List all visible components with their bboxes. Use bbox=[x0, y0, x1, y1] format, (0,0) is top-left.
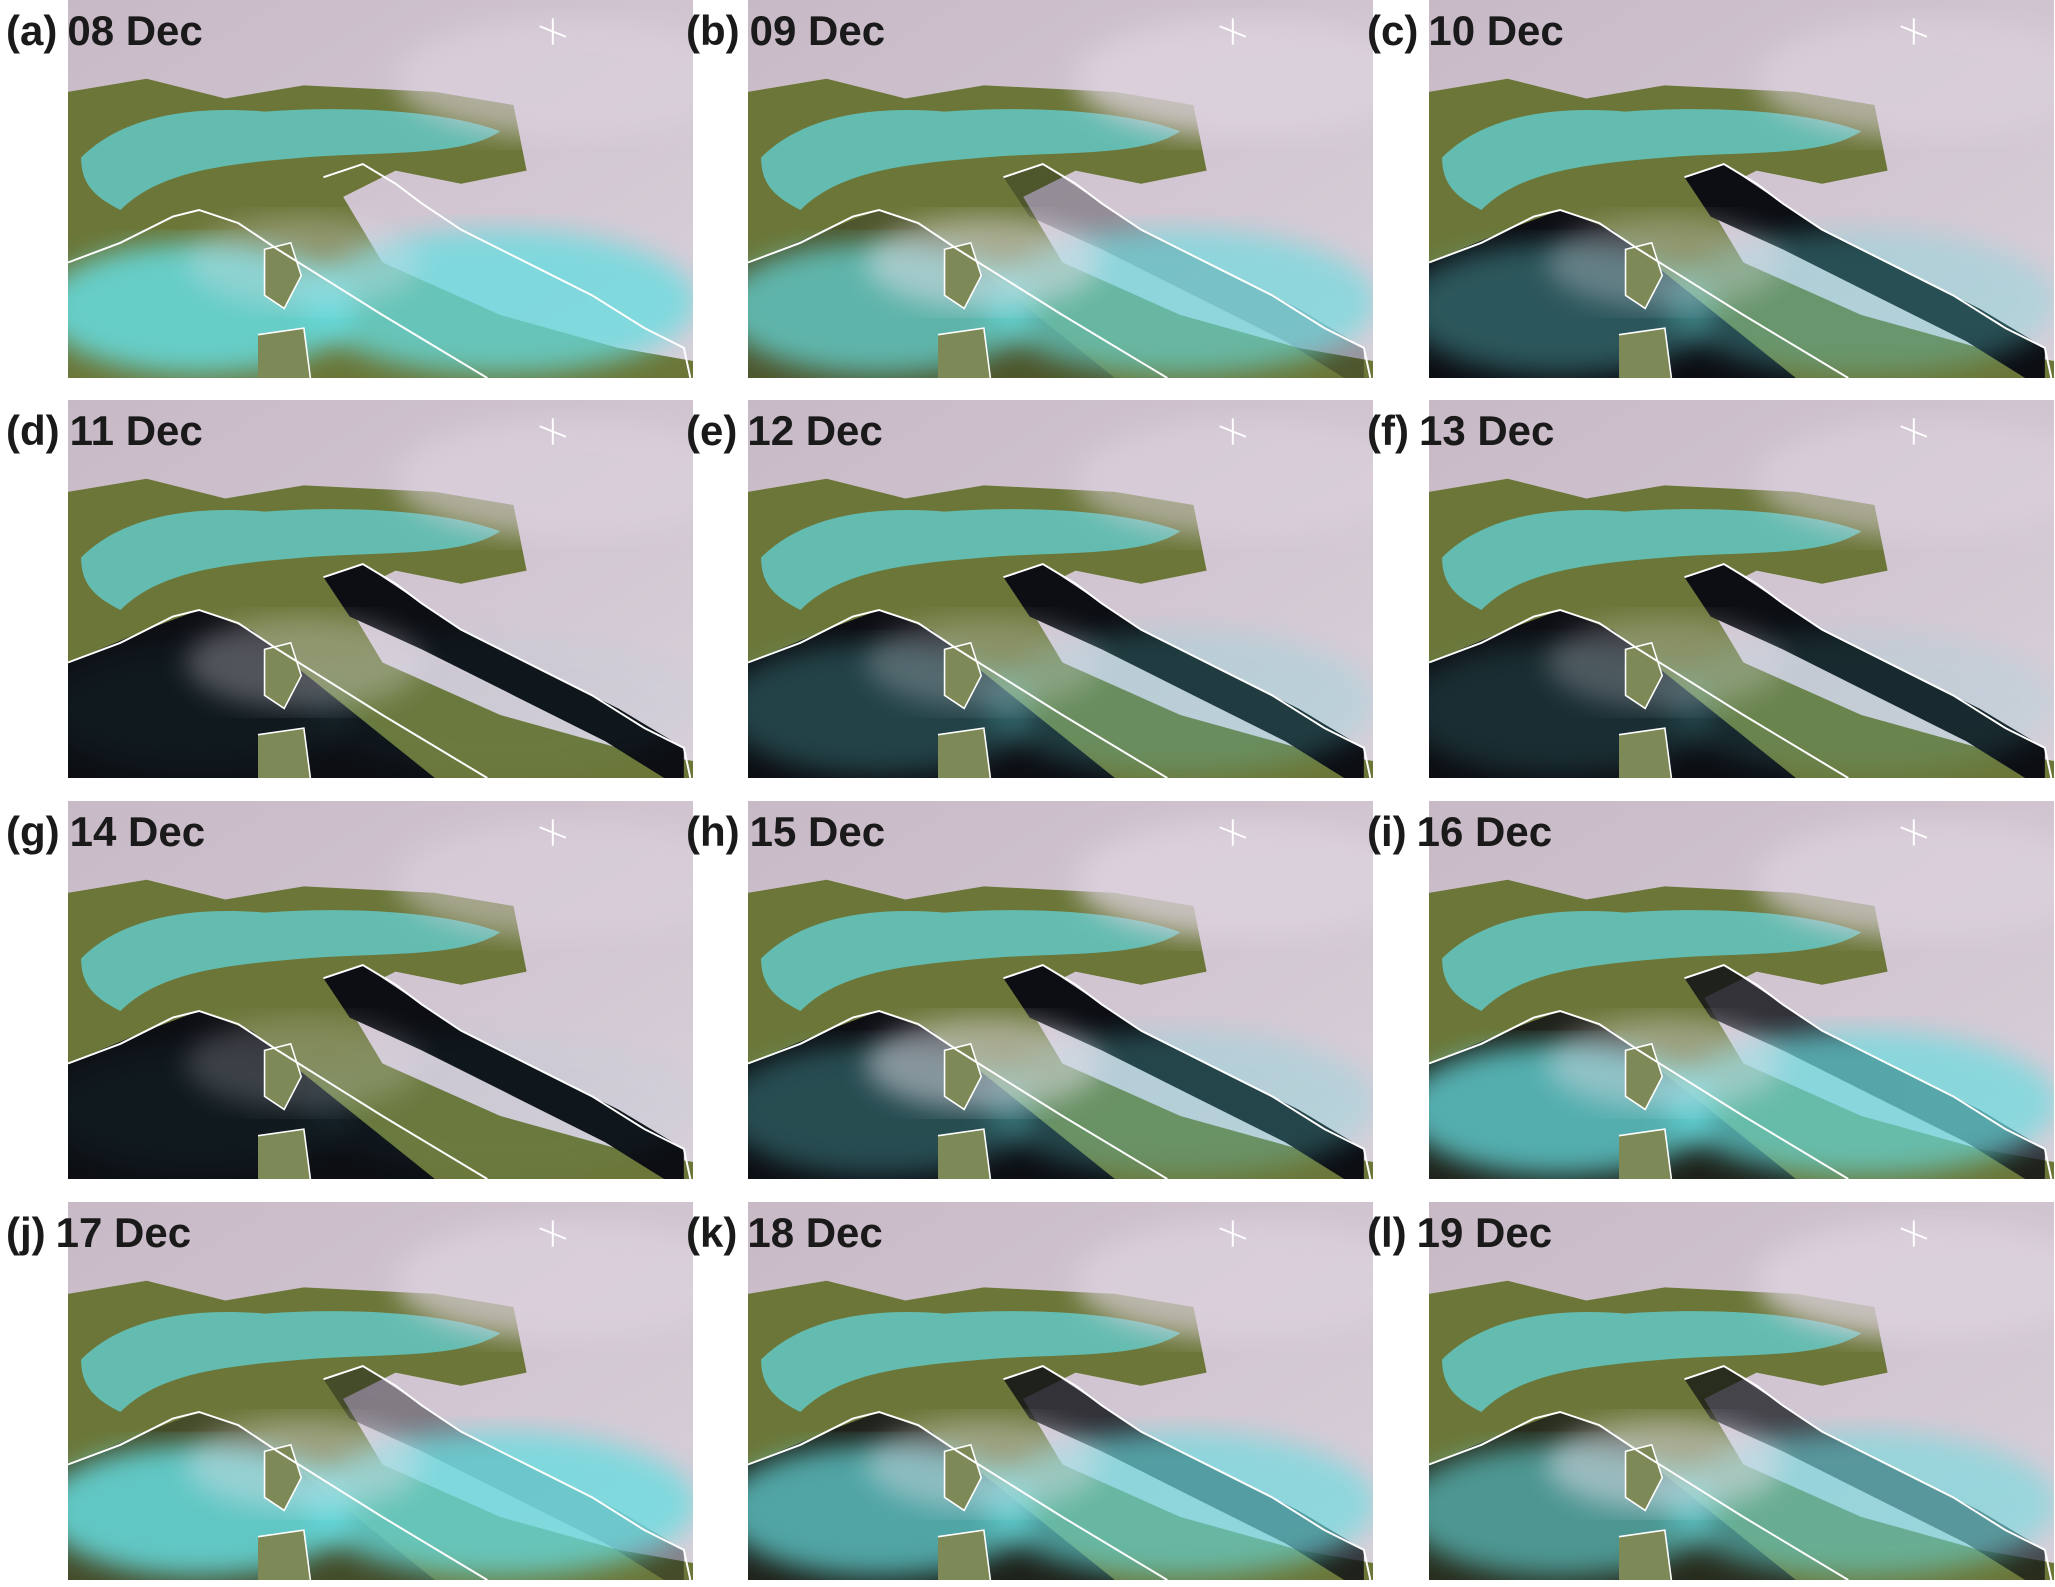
panel-label: (a)08 Dec bbox=[6, 10, 203, 52]
sardinia bbox=[258, 1129, 310, 1179]
panel-date: 11 Dec bbox=[70, 407, 203, 454]
panel-label: (d)11 Dec bbox=[6, 410, 203, 452]
panel-label: (c)10 Dec bbox=[1367, 10, 1564, 52]
panel-letter: (b) bbox=[686, 7, 740, 54]
panel-date: 17 Dec bbox=[56, 1209, 191, 1256]
satellite-image bbox=[748, 400, 1373, 778]
cloud bbox=[186, 1419, 422, 1511]
panel-letter: (f) bbox=[1367, 407, 1409, 454]
sardinia bbox=[938, 728, 990, 778]
sardinia bbox=[1619, 1530, 1671, 1580]
panel-label: (l)19 Dec bbox=[1367, 1212, 1552, 1254]
cloud bbox=[186, 217, 422, 309]
panel-date: 16 Dec bbox=[1417, 808, 1552, 855]
panel-date: 09 Dec bbox=[750, 7, 885, 54]
satellite-image bbox=[1429, 1202, 2054, 1580]
cloud bbox=[866, 1018, 1102, 1110]
sardinia bbox=[258, 1530, 310, 1580]
panel-label: (j)17 Dec bbox=[6, 1212, 191, 1254]
cloud bbox=[1547, 617, 1783, 709]
cloud bbox=[1547, 1419, 1783, 1511]
panel-label: (e)12 Dec bbox=[686, 410, 883, 452]
panel-label: (k)18 Dec bbox=[686, 1212, 883, 1254]
sardinia bbox=[938, 1129, 990, 1179]
cloud bbox=[186, 617, 422, 709]
satellite-image bbox=[68, 801, 693, 1179]
figure: (a)08 Dec(b)09 Dec(c)10 Dec(d)11 Dec(e)1… bbox=[0, 0, 2055, 1587]
satellite-image bbox=[1429, 0, 2054, 378]
satellite-image bbox=[68, 0, 693, 378]
cloud bbox=[186, 1018, 422, 1110]
panel-letter: (k) bbox=[686, 1209, 737, 1256]
panel-letter: (h) bbox=[686, 808, 740, 855]
cloud bbox=[1547, 217, 1783, 309]
sardinia bbox=[258, 328, 310, 378]
sardinia bbox=[938, 328, 990, 378]
panel-date: 13 Dec bbox=[1419, 407, 1554, 454]
satellite-image bbox=[748, 801, 1373, 1179]
satellite-image bbox=[68, 400, 693, 778]
panel-letter: (d) bbox=[6, 407, 60, 454]
panel-letter: (c) bbox=[1367, 7, 1418, 54]
sardinia bbox=[258, 728, 310, 778]
panel-label: (i)16 Dec bbox=[1367, 811, 1552, 853]
sardinia bbox=[1619, 328, 1671, 378]
sardinia bbox=[1619, 728, 1671, 778]
satellite-image bbox=[68, 1202, 693, 1580]
cloud bbox=[866, 617, 1102, 709]
cloud bbox=[866, 1419, 1102, 1511]
panel-letter: (g) bbox=[6, 808, 60, 855]
panel-letter: (l) bbox=[1367, 1209, 1407, 1256]
panel-date: 15 Dec bbox=[750, 808, 885, 855]
panel-label: (h)15 Dec bbox=[686, 811, 885, 853]
panel-date: 14 Dec bbox=[70, 808, 205, 855]
panel-label: (g)14 Dec bbox=[6, 811, 205, 853]
sardinia bbox=[938, 1530, 990, 1580]
panel-letter: (a) bbox=[6, 7, 57, 54]
panel-date: 10 Dec bbox=[1428, 7, 1563, 54]
panel-date: 12 Dec bbox=[747, 407, 882, 454]
panel-label: (f)13 Dec bbox=[1367, 410, 1554, 452]
satellite-image bbox=[1429, 801, 2054, 1179]
panel-letter: (i) bbox=[1367, 808, 1407, 855]
satellite-image bbox=[748, 1202, 1373, 1580]
cloud bbox=[1547, 1018, 1783, 1110]
satellite-image bbox=[748, 0, 1373, 378]
panel-label: (b)09 Dec bbox=[686, 10, 885, 52]
panel-date: 08 Dec bbox=[67, 7, 202, 54]
panel-date: 18 Dec bbox=[747, 1209, 882, 1256]
panel-letter: (j) bbox=[6, 1209, 46, 1256]
panel-letter: (e) bbox=[686, 407, 737, 454]
cloud bbox=[866, 217, 1102, 309]
sardinia bbox=[1619, 1129, 1671, 1179]
satellite-image bbox=[1429, 400, 2054, 778]
panel-date: 19 Dec bbox=[1417, 1209, 1552, 1256]
